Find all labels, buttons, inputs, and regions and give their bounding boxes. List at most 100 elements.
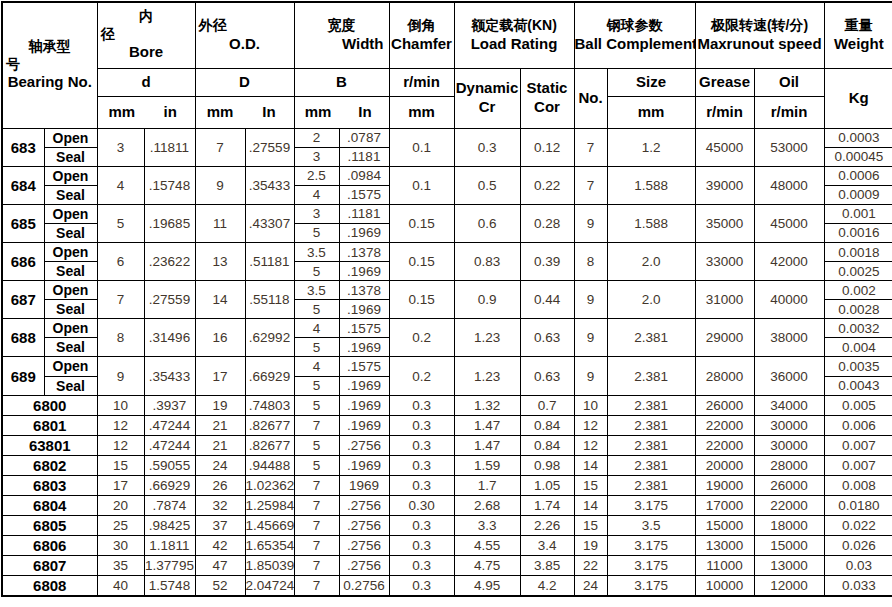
width-mm: 7 — [294, 495, 339, 515]
od-in: .27559 — [245, 128, 294, 166]
dynamic-cr: 4.75 — [454, 556, 520, 576]
subheader-grease: Grease — [695, 68, 754, 96]
ball-size: 3.175 — [607, 495, 695, 515]
unit-grease-rmin: r/min — [695, 96, 754, 128]
unit-bore-mm: mm — [98, 103, 147, 122]
width-in: .2756 — [339, 435, 389, 455]
unit-size-mm: mm — [607, 96, 695, 128]
ball-size: 3.175 — [607, 576, 695, 596]
static-cor: 0.98 — [520, 455, 574, 475]
grease-speed: 26000 — [695, 395, 754, 415]
width-in: .1969 — [339, 338, 389, 357]
od-mm: 17 — [195, 357, 245, 395]
dynamic-cr: 1.23 — [454, 319, 520, 357]
static-cor: 0.22 — [520, 166, 574, 204]
table-row: 686Open6.2362213.511813.5.13780.150.830.… — [2, 242, 892, 261]
subheader-dynamic-cr: Dynamic Cr — [454, 68, 520, 128]
oil-speed: 15000 — [754, 536, 824, 556]
subheader-ball-no: No. — [574, 68, 607, 128]
table-row: 6807351.37795471.850397.27560.34.753.852… — [2, 556, 892, 576]
bore-mm: 3 — [97, 128, 144, 166]
oil-speed: 18000 — [754, 516, 824, 536]
chamfer: 0.15 — [389, 204, 454, 242]
ball-size: 2.381 — [607, 455, 695, 475]
width-mm: 3.5 — [294, 242, 339, 261]
oil-speed: 26000 — [754, 475, 824, 495]
width-in: .1575 — [339, 357, 389, 376]
width-in: .0984 — [339, 166, 389, 185]
header-ball-cn: 钢球参数 — [575, 17, 695, 35]
bore-in: .23622 — [144, 242, 195, 280]
table-row: 688Open8.3149616.629924.15750.21.230.639… — [2, 319, 892, 338]
ball-count: 14 — [574, 495, 607, 515]
ball-size: 2.381 — [607, 435, 695, 455]
weight: 0.0180 — [824, 495, 892, 515]
bore-in: .3937 — [144, 395, 195, 415]
header-bore-en: Bore — [98, 43, 195, 62]
variant-open: Open — [44, 204, 97, 223]
bore-mm: 15 — [97, 455, 144, 475]
width-mm: 5 — [294, 435, 339, 455]
width-mm: 5 — [294, 300, 339, 319]
subheader-dynamic-line1: Dynamic — [455, 79, 520, 98]
header-chamfer-en: Chamfer — [390, 35, 454, 54]
bearing-no: 6804 — [2, 495, 97, 515]
width-mm: 3 — [294, 147, 339, 166]
grease-speed: 13000 — [695, 536, 754, 556]
weight: 0.007 — [824, 455, 892, 475]
od-in: .74803 — [245, 395, 294, 415]
chamfer: 0.3 — [389, 475, 454, 495]
width-in: .1378 — [339, 281, 389, 300]
bearing-no: 6803 — [2, 475, 97, 495]
header-width-en: Width — [295, 35, 389, 54]
width-in: .1969 — [339, 223, 389, 242]
grease-speed: 15000 — [695, 516, 754, 536]
width-in: .1181 — [339, 147, 389, 166]
subheader-d: d — [97, 68, 195, 96]
static-cor: 4.2 — [520, 576, 574, 596]
weight: 0.0028 — [824, 300, 892, 319]
ball-count: 9 — [574, 281, 607, 319]
od-in: 1.65354 — [245, 536, 294, 556]
dynamic-cr: 1.47 — [454, 435, 520, 455]
dynamic-cr: 0.5 — [454, 166, 520, 204]
grease-speed: 22000 — [695, 435, 754, 455]
od-mm: 16 — [195, 319, 245, 357]
ball-count: 14 — [574, 455, 607, 475]
width-in: .2756 — [339, 536, 389, 556]
oil-speed: 45000 — [754, 204, 824, 242]
bearing-no: 6808 — [2, 576, 97, 596]
dynamic-cr: 1.59 — [454, 455, 520, 475]
header-od-cn: 外径 — [196, 17, 294, 35]
weight: 0.005 — [824, 395, 892, 415]
weight: 0.033 — [824, 576, 892, 596]
weight: 0.022 — [824, 516, 892, 536]
variant-open: Open — [44, 128, 97, 147]
ball-count: 24 — [574, 576, 607, 596]
header-load-en: Load Rating — [455, 35, 574, 54]
variant-open: Open — [44, 319, 97, 338]
od-mm: 21 — [195, 435, 245, 455]
bore-in: .98425 — [144, 516, 195, 536]
unit-width-mm: mm — [295, 103, 342, 122]
header-width-cn: 宽度 — [295, 17, 389, 35]
subheader-kg: Kg — [824, 68, 892, 128]
unit-bore: mm in — [97, 96, 195, 128]
static-cor: 0.63 — [520, 319, 574, 357]
bore-mm: 10 — [97, 395, 144, 415]
bore-mm: 7 — [97, 281, 144, 319]
od-in: 2.04724 — [245, 576, 294, 596]
chamfer: 0.1 — [389, 166, 454, 204]
static-cor: 0.7 — [520, 395, 574, 415]
oil-speed: 22000 — [754, 495, 824, 515]
grease-speed: 22000 — [695, 415, 754, 435]
ball-count: 12 — [574, 435, 607, 455]
grease-speed: 28000 — [695, 357, 754, 395]
variant-open: Open — [44, 281, 97, 300]
ball-size: 2.381 — [607, 319, 695, 357]
grease-speed: 35000 — [695, 204, 754, 242]
od-in: .66929 — [245, 357, 294, 395]
width-mm: 7 — [294, 576, 339, 596]
od-mm: 19 — [195, 395, 245, 415]
chamfer: 0.3 — [389, 435, 454, 455]
